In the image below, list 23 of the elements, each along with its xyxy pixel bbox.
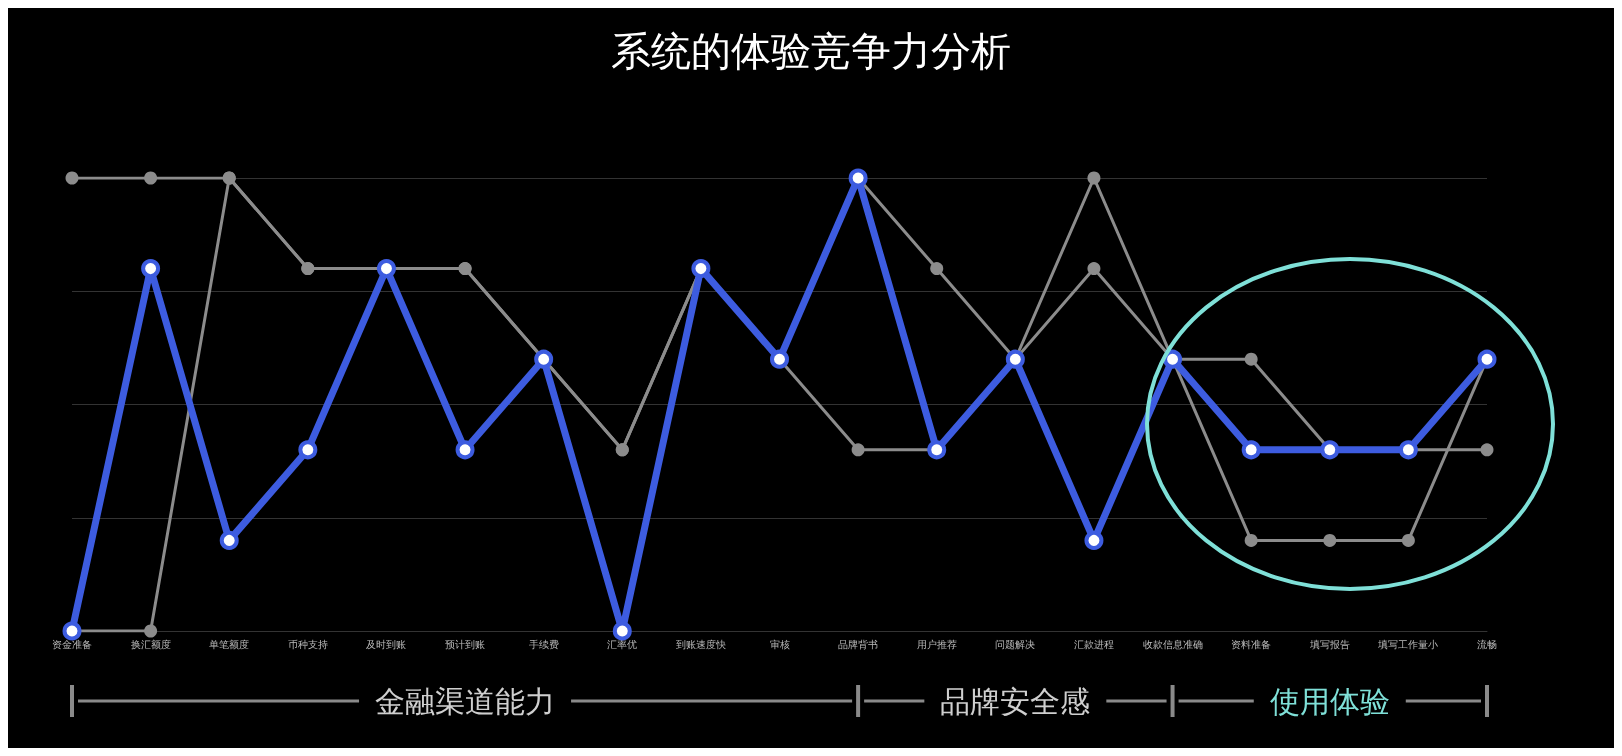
- x-tick-label: 填写报告: [1308, 638, 1350, 650]
- x-tick-label: 流畅: [1477, 638, 1497, 650]
- text: 使用体验: [1269, 683, 1390, 719]
- x-tick-label: 单笔额度: [209, 638, 250, 650]
- x-tick-label: 填写工作量小: [1377, 638, 1439, 650]
- x-tick-label: 收款信息准确: [1142, 638, 1203, 650]
- x-tick-label: 预计到账: [445, 638, 486, 650]
- x-tick-label: 币种支持: [287, 638, 328, 650]
- chart-title: 系统的体验竞争力分析: [611, 28, 1011, 74]
- x-tick-label: 换汇额度: [130, 638, 171, 650]
- x-tick-label: 汇款进程: [1073, 638, 1114, 650]
- x-tick-label: 到账速度快: [675, 638, 726, 650]
- x-tick-label: 用户推荐: [916, 638, 957, 650]
- x-tick-label: 资料准备: [1231, 638, 1272, 650]
- x-tick-label: 手续费: [528, 638, 559, 650]
- x-tick-label: 汇率优: [607, 638, 638, 650]
- x-tick-label: 审核: [769, 638, 790, 650]
- x-tick-label: 问题解决: [995, 638, 1036, 650]
- text: 品牌安全感: [940, 683, 1091, 719]
- text: 金融渠道能力: [375, 683, 556, 719]
- x-tick-label: 品牌背书: [838, 638, 879, 650]
- x-tick-label: 及时到账: [366, 638, 407, 650]
- x-tick-label: 资金准备: [52, 638, 92, 650]
